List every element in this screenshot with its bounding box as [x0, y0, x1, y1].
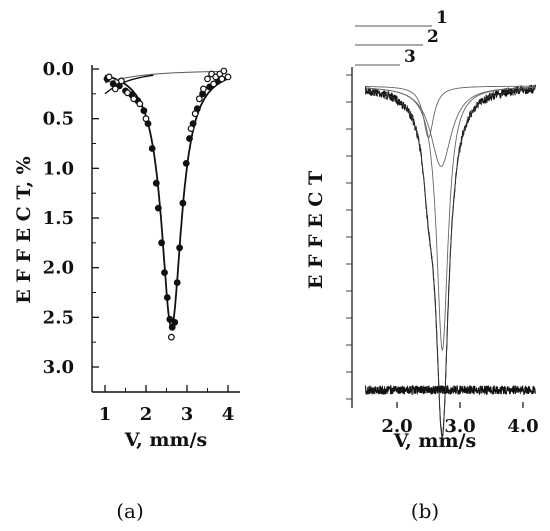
- b-residual-line: [365, 384, 536, 396]
- a-open-point: [117, 77, 125, 85]
- b-spectrum: [365, 84, 536, 438]
- a-open-point: [224, 73, 232, 81]
- b-x-tick-label: 4.0: [507, 416, 538, 437]
- b-y-axis-title: E F F E C T: [305, 171, 327, 289]
- a-fit-line: [104, 74, 229, 329]
- a-x-tick-label: 1: [99, 404, 112, 425]
- a-x-tick-label: 2: [140, 404, 153, 425]
- a-panel-label: (a): [116, 499, 144, 523]
- a-filled-point: [186, 135, 193, 142]
- a-open-point: [187, 125, 195, 133]
- a-filled-point: [176, 244, 184, 252]
- a-x-tick-label: 4: [222, 404, 235, 425]
- a-y-ticks: 0.0 0.5 1.0 1.5 2.0 2.5 3.0: [43, 59, 99, 378]
- a-filled-point: [179, 199, 187, 207]
- a-y-tick-label: 0.5: [43, 109, 74, 130]
- b-legend: 123: [355, 8, 448, 67]
- a-open-point: [199, 85, 207, 93]
- a-y-tick-label: 1.5: [43, 208, 74, 229]
- b-x-tick-label: 3.0: [444, 416, 475, 437]
- b-panel-label: (b): [411, 499, 439, 523]
- a-open-point: [167, 333, 175, 341]
- a-filled-point: [171, 318, 179, 326]
- b-component-line: [365, 87, 536, 352]
- a-open-point: [218, 75, 226, 83]
- b-x-ticks: 2.0 3.0 4.0: [381, 402, 539, 437]
- a-filled-point: [166, 315, 174, 323]
- a-open-point: [111, 85, 119, 93]
- b-residual: [365, 384, 536, 396]
- a-open-point: [195, 95, 203, 103]
- a-y-tick-label: 3.0: [43, 357, 74, 378]
- a-filled-point: [140, 107, 148, 115]
- a-y-tick-label: 2.0: [43, 258, 74, 279]
- a-open-point: [130, 95, 138, 103]
- b-y-minor-ticks: [346, 74, 352, 400]
- b-component-line: [365, 86, 536, 167]
- b-legend-label: 2: [427, 27, 439, 47]
- a-open-point: [142, 115, 150, 123]
- a-filled-point: [163, 294, 171, 301]
- a-open-point: [220, 67, 228, 75]
- a-open-point: [124, 89, 131, 97]
- a-baseline-line: [104, 71, 224, 84]
- a-filled-point: [182, 159, 190, 167]
- b-components: [365, 85, 536, 352]
- a-y-tick-label: 2.5: [43, 307, 74, 328]
- a-open-point: [136, 100, 144, 108]
- b-legend-label: 3: [404, 47, 416, 67]
- panel-b: 2.0 3.0 4.0 123 E F F E C T V, mm/s (b): [305, 8, 539, 523]
- a-filled-point: [173, 279, 181, 287]
- a-filled-point: [158, 239, 166, 247]
- b-legend-label: 1: [436, 8, 448, 28]
- a-filled-point: [152, 179, 160, 187]
- a-x-axis-title: V, mm/s: [124, 429, 208, 451]
- a-filled-point: [161, 269, 168, 277]
- b-x-axis-title: V, mm/s: [393, 430, 477, 452]
- a-x-ticks: 1 2 3 4: [99, 385, 235, 425]
- a-data-points: [103, 67, 232, 341]
- a-open-point: [191, 110, 199, 118]
- a-open-point: [204, 75, 211, 83]
- a-open-point: [105, 73, 113, 81]
- a-fit-curves: [104, 71, 229, 329]
- b-component-line: [365, 85, 536, 139]
- a-y-tick-label: 0.0: [43, 59, 74, 80]
- a-y-axis-title: E F F E C T, %: [13, 156, 35, 303]
- panel-a: 0.0 0.5 1.0 1.5 2.0 2.5 3.0 1 2 3 4 E F F E C T, …: [13, 59, 240, 523]
- b-x-tick-label: 2.0: [381, 416, 412, 437]
- a-filled-point: [148, 145, 156, 152]
- b-envelope-line: [365, 88, 536, 438]
- a-x-tick-label: 3: [181, 404, 194, 425]
- a-filled-point: [154, 204, 162, 212]
- a-open-point: [210, 80, 218, 88]
- a-y-tick-label: 1.0: [43, 158, 74, 179]
